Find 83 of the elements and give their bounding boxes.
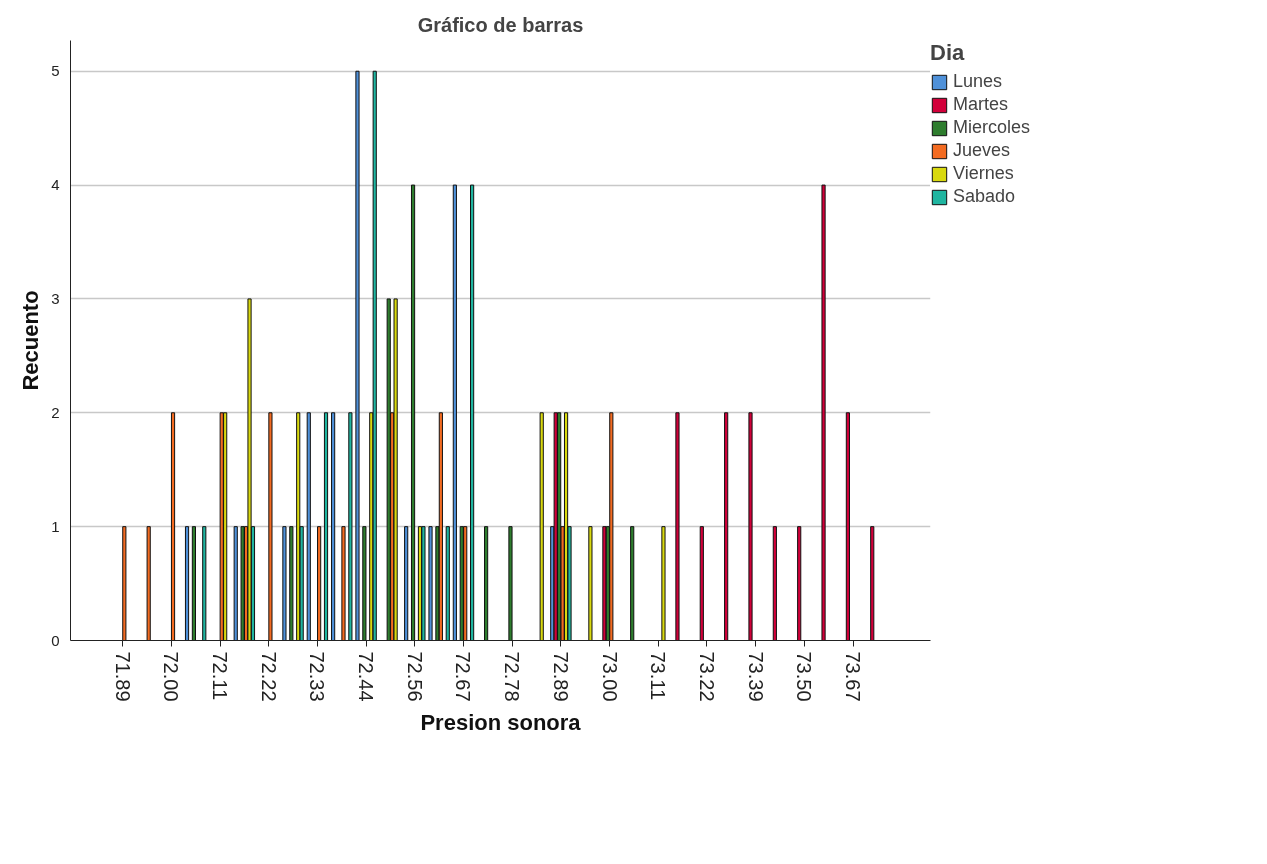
bar (202, 526, 207, 641)
bar (317, 526, 322, 641)
bar (870, 526, 875, 641)
x-tick-label: 72.33 (306, 651, 329, 702)
bar (122, 526, 127, 641)
bar (470, 184, 475, 641)
bar (240, 526, 245, 641)
x-tick-label: 73.00 (598, 651, 621, 702)
x-axis-title: Presion sonora (420, 709, 582, 735)
bar (748, 412, 753, 641)
bar (191, 526, 197, 641)
x-tick-label: 72.00 (160, 651, 183, 702)
bar (306, 412, 311, 641)
bar (609, 412, 614, 641)
x-tick-label: 71.89 (111, 651, 134, 702)
bar (772, 526, 777, 641)
bar (341, 526, 346, 641)
bar (219, 412, 224, 641)
bar (282, 526, 287, 641)
x-tick-label: 72.44 (355, 651, 378, 702)
bar (588, 526, 593, 641)
bar (484, 526, 489, 641)
bar (323, 412, 329, 641)
bar (797, 526, 802, 641)
bar (553, 412, 558, 641)
bar (675, 412, 680, 641)
bar (445, 526, 450, 641)
bar (386, 298, 391, 641)
x-tick-label: 72.78 (501, 651, 524, 702)
bar (348, 412, 353, 641)
bar (146, 526, 151, 641)
x-tick-label: 73.67 (842, 651, 865, 702)
bar (699, 526, 704, 641)
bar (355, 70, 360, 641)
bar (661, 526, 666, 641)
legend-label: Jueves (953, 140, 1011, 161)
bar (539, 412, 544, 641)
y-tick-label: 5 (51, 62, 60, 80)
y-tick-label: 0 (51, 631, 60, 649)
bar (372, 70, 377, 641)
legend-title: Dia (930, 40, 966, 66)
bar (393, 298, 398, 641)
bar (247, 298, 252, 641)
bar (421, 526, 426, 641)
legend-label: Miercoles (953, 117, 1031, 138)
bar (508, 526, 513, 641)
bar (331, 412, 336, 641)
bar (289, 526, 294, 641)
bar (223, 412, 228, 641)
x-tick-label: 73.50 (793, 651, 816, 702)
bar (170, 412, 176, 641)
y-tick-label: 4 (51, 176, 60, 194)
legend-label: Martes (953, 94, 1009, 115)
bar (362, 526, 367, 641)
bar (630, 526, 635, 641)
bar (428, 526, 433, 641)
bar (438, 412, 443, 641)
y-tick-label: 1 (51, 517, 60, 535)
legend-label: Sabado (953, 186, 1016, 207)
bar (724, 412, 729, 641)
bar (463, 526, 468, 641)
bar (845, 412, 850, 641)
y-tick-label: 2 (51, 403, 60, 421)
legend-label: Lunes (953, 71, 1003, 92)
x-tick-label: 73.22 (695, 651, 718, 702)
bar (184, 526, 190, 641)
y-axis-title: Recuento (18, 290, 44, 391)
bar (821, 184, 826, 641)
legend-label: Viernes (953, 163, 1014, 184)
x-tick-label: 72.89 (549, 651, 572, 702)
x-tick-label: 73.39 (744, 651, 767, 702)
chart-title: Gráfico de barras (417, 13, 584, 36)
x-tick-label: 72.67 (452, 651, 475, 702)
y-tick-label: 3 (51, 289, 60, 307)
x-tick-label: 73.11 (647, 651, 670, 701)
bar (452, 184, 457, 641)
x-tick-label: 72.11 (209, 651, 231, 701)
bar (268, 412, 273, 641)
bar (410, 184, 416, 641)
x-tick-label: 72.22 (257, 651, 280, 702)
bar (404, 526, 409, 641)
x-tick-label: 72.56 (403, 651, 426, 702)
bar (233, 526, 238, 641)
